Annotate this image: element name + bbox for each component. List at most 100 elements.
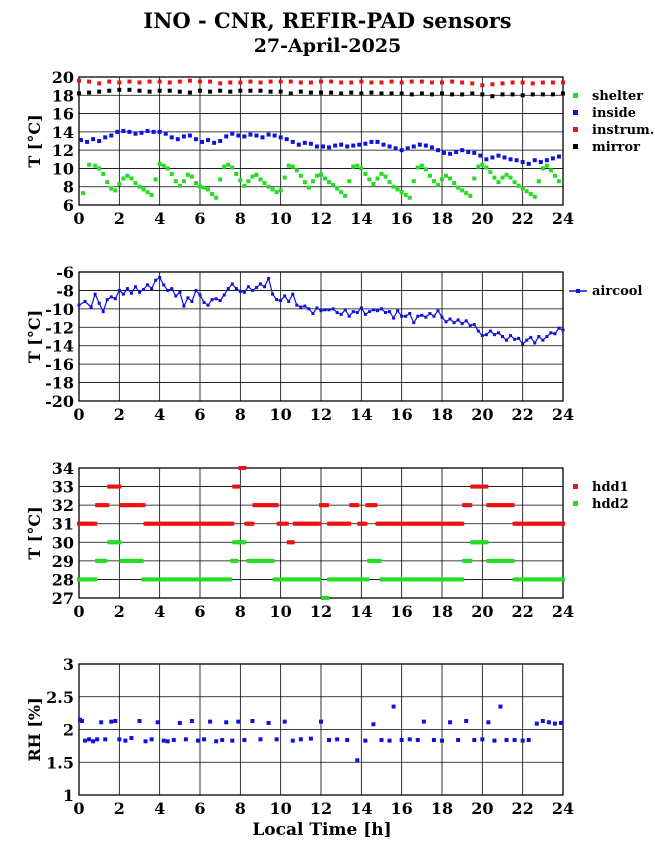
panel4-rh-marker bbox=[266, 720, 271, 725]
panel3-hdd1-marker bbox=[193, 521, 198, 526]
panel1-shelter-marker bbox=[351, 164, 356, 169]
panel3-hdd2-marker bbox=[506, 558, 511, 563]
panel3-hdd1-marker bbox=[109, 484, 114, 489]
panel3-x-tick-label: 12 bbox=[310, 602, 332, 621]
panel3-hdd2-marker bbox=[179, 577, 184, 582]
panel1-instrum-marker bbox=[208, 79, 213, 84]
panel1-shelter-marker bbox=[379, 171, 384, 176]
panel3-hdd1-marker bbox=[284, 521, 289, 526]
panel4-rh-marker bbox=[448, 720, 453, 725]
panel3-hdd2-marker bbox=[468, 558, 473, 563]
panel1-shelter-marker bbox=[488, 170, 493, 175]
panel3-hdd2-marker bbox=[222, 577, 227, 582]
panel1-inside-marker bbox=[242, 134, 247, 139]
panel2-x-tick-label: 24 bbox=[552, 405, 574, 424]
panel3-hdd2-marker bbox=[496, 558, 501, 563]
panel3-hdd1-marker bbox=[280, 521, 285, 526]
panel3-hdd1-marker bbox=[254, 503, 259, 508]
panel3-hdd2-marker bbox=[522, 577, 527, 582]
panel1-mirror-marker bbox=[268, 89, 273, 94]
panel3-hdd2-marker bbox=[540, 577, 545, 582]
panel2-aircool-marker bbox=[541, 338, 545, 342]
panel3-hdd1-marker bbox=[274, 503, 279, 508]
panel2-aircool-marker bbox=[436, 309, 440, 313]
panel2-aircool-marker bbox=[250, 288, 254, 292]
panel1-shelter-marker bbox=[411, 179, 416, 184]
panel3-hdd1-marker bbox=[502, 503, 507, 508]
panel3-hdd1-marker bbox=[379, 521, 384, 526]
panel3-hdd2-marker bbox=[316, 577, 321, 582]
panel4-rh-marker bbox=[99, 720, 104, 725]
panel1-shelter-marker bbox=[452, 181, 457, 186]
panel3-hdd2-marker bbox=[546, 577, 551, 582]
panel3-hdd2-marker bbox=[554, 577, 559, 582]
panel1-inside-marker bbox=[556, 154, 561, 159]
panel2-aircool-marker bbox=[384, 311, 388, 315]
panel3-hdd1-marker bbox=[327, 521, 332, 526]
panel1-shelter-marker bbox=[266, 184, 271, 189]
panel2-aircool-marker bbox=[404, 314, 408, 318]
panel3-hdd2-marker bbox=[452, 577, 457, 582]
panel3-hdd1-marker bbox=[125, 503, 130, 508]
panel2-aircool-marker bbox=[259, 282, 262, 286]
panel2-aircool-marker bbox=[166, 288, 170, 292]
panel1-shelter-marker bbox=[133, 181, 138, 186]
panel2-legend-swatch bbox=[576, 289, 580, 293]
panel2-aircool-marker bbox=[238, 289, 242, 293]
panel1-mirror-marker bbox=[218, 88, 223, 93]
panel2-aircool-marker bbox=[307, 307, 311, 311]
panel3-hdd1-marker bbox=[119, 503, 124, 508]
panel1-legend-label: instrum. bbox=[592, 123, 654, 138]
panel1-inside-marker bbox=[302, 140, 307, 145]
panel3-hdd2-marker bbox=[117, 540, 122, 545]
panel3-hdd2-marker bbox=[133, 558, 138, 563]
panel1-inside-marker bbox=[103, 135, 108, 140]
panel2-aircool-marker bbox=[206, 303, 210, 307]
panel3-hdd2-marker bbox=[312, 577, 317, 582]
panel3-hdd1-marker bbox=[381, 521, 386, 526]
panel3-hdd1-marker bbox=[494, 503, 499, 508]
panel3-hdd2-marker bbox=[558, 577, 563, 582]
panel4-rh-marker bbox=[103, 737, 108, 742]
panel1-shelter-marker bbox=[185, 172, 190, 177]
panel1-inside-marker bbox=[369, 139, 374, 144]
panel3-x-tick-label: 20 bbox=[471, 602, 493, 621]
panel2-aircool-marker bbox=[388, 310, 392, 314]
panel3-hdd1-marker bbox=[403, 521, 408, 526]
panel1-mirror-marker bbox=[550, 92, 555, 97]
panel3-y-tick-label: 30 bbox=[52, 533, 74, 552]
panel1-shelter-marker bbox=[480, 162, 485, 167]
panel3-hdd2-marker bbox=[296, 577, 301, 582]
panel1-inside-marker bbox=[496, 153, 501, 158]
panel3-hdd2-marker bbox=[191, 577, 196, 582]
panel1-shelter-marker bbox=[105, 180, 110, 185]
panel1-shelter-marker bbox=[270, 187, 275, 192]
panel3-hdd1-marker bbox=[262, 503, 267, 508]
panel4-rh-marker bbox=[123, 738, 128, 743]
panel3-hdd1-marker bbox=[129, 503, 134, 508]
panel1-shelter-marker bbox=[556, 179, 561, 184]
panel4-rh-marker bbox=[143, 739, 148, 744]
panel1-instrum-marker bbox=[510, 80, 515, 85]
panel3-hdd1-marker bbox=[97, 503, 102, 508]
panel3-hdd2-marker bbox=[405, 577, 410, 582]
panel1-shelter-marker bbox=[290, 164, 295, 169]
panel4-x-tick-label: 12 bbox=[310, 799, 332, 818]
panel3-hdd1-marker bbox=[306, 521, 311, 526]
panel3-hdd2-marker bbox=[399, 577, 404, 582]
panel3-hdd1-marker bbox=[288, 540, 293, 545]
panel3-hdd1-marker bbox=[133, 503, 138, 508]
panel1-mirror-marker bbox=[329, 90, 334, 95]
panel3-hdd1-marker bbox=[127, 503, 132, 508]
panel2-aircool-marker bbox=[452, 321, 456, 325]
panel1-shelter-marker bbox=[347, 179, 352, 184]
panel3-hdd2-marker bbox=[460, 577, 465, 582]
panel1-instrum-marker bbox=[319, 79, 323, 84]
panel1-inside-marker bbox=[520, 160, 525, 165]
panel1-inside-marker bbox=[327, 145, 332, 150]
panel3-hdd1-marker bbox=[429, 521, 434, 526]
panel1-inside-marker bbox=[109, 133, 114, 138]
panel1-shelter-marker bbox=[395, 187, 400, 192]
panel4-x-tick-label: 16 bbox=[391, 799, 413, 818]
panel3-hdd1-marker bbox=[431, 521, 436, 526]
